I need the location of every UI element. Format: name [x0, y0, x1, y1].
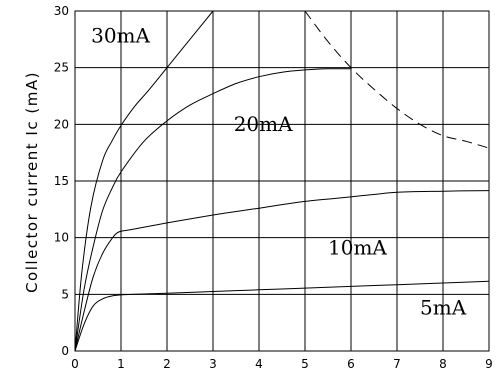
y-tick-label: 15: [54, 174, 69, 188]
series-label-5ma: 5mA: [420, 296, 467, 320]
x-tick-label: 1: [117, 357, 125, 371]
y-tick-label: 5: [61, 287, 69, 301]
series-label-20ma: 20mA: [234, 112, 293, 136]
x-tick-label: 4: [255, 357, 263, 371]
x-tick-label: 8: [439, 357, 447, 371]
y-tick-label: 20: [54, 117, 69, 131]
y-tick-label: 0: [61, 344, 69, 358]
x-tick-label: 3: [209, 357, 217, 371]
y-tick-label: 25: [54, 61, 69, 75]
series-label-10ma: 10mA: [328, 236, 387, 260]
x-tick-label: 2: [163, 357, 171, 371]
y-tick-labels: 0 5 10 15 20 25 30: [54, 4, 69, 358]
x-tick-label: 6: [347, 357, 355, 371]
y-tick-label: 10: [54, 231, 69, 245]
y-tick-label: 30: [54, 4, 69, 18]
series-line-10ma: [75, 191, 489, 351]
x-tick-labels: 0 1 2 3 4 5 6 7 8 9: [71, 357, 493, 371]
x-tick-label: 0: [71, 357, 79, 371]
x-tick-label: 7: [393, 357, 401, 371]
y-axis-label: Collector current Ic (mA): [23, 71, 41, 293]
series-label-30ma: 30mA: [91, 24, 150, 48]
x-tick-label: 5: [301, 357, 309, 371]
x-tick-label: 9: [485, 357, 493, 371]
